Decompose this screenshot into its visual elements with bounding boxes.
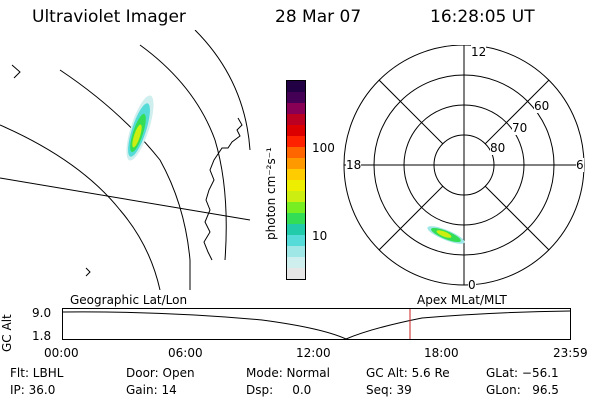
colorbar — [286, 80, 306, 280]
colorbar-segment — [287, 158, 305, 169]
colorbar-segment — [287, 136, 305, 147]
colorbar-segment — [287, 257, 305, 268]
aurora-spot-geo — [126, 95, 154, 161]
colorbar-tick-100: 100 — [312, 141, 335, 155]
colorbar-segment — [287, 246, 305, 257]
status-glat: GLat: −56.1 — [486, 366, 559, 380]
timeline-y-top: 9.0 — [32, 306, 52, 320]
timeline-left-title: Geographic Lat/Lon — [70, 293, 188, 307]
colorbar-segment — [287, 213, 305, 224]
colorbar-tick-10: 10 — [312, 229, 328, 243]
timeline-strip[interactable] — [62, 308, 572, 341]
colorbar-unit-label: photon cm⁻²s⁻¹ — [264, 147, 278, 240]
status-mode: Mode: Normal — [246, 366, 330, 380]
mlat-label-70: 70 — [512, 121, 528, 135]
aurora-spot-polar — [427, 226, 465, 244]
observation-time: 16:28:05 UT — [430, 7, 535, 27]
colorbar-segment — [287, 268, 305, 279]
timeline-tick-4: 23:59 — [553, 346, 588, 360]
mlt-label-12: 12 — [471, 45, 487, 59]
polar-plot — [343, 45, 585, 286]
observation-date: 28 Mar 07 — [275, 7, 362, 27]
mlt-label-18: 18 — [346, 158, 362, 172]
colorbar-segment — [287, 169, 305, 180]
colorbar-segment — [287, 103, 305, 114]
mlat-label-80: 80 — [490, 141, 506, 155]
status-glon: GLon: 96.5 — [486, 383, 559, 397]
status-ip: IP: 36.0 — [10, 383, 56, 397]
altitude-curve — [62, 310, 571, 340]
colorbar-segment — [287, 92, 305, 103]
colorbar-segment — [287, 235, 305, 246]
timeline-right-title: Apex MLat/MLT — [417, 293, 507, 307]
colorbar-segment — [287, 81, 305, 92]
colorbar-segment — [287, 147, 305, 158]
status-filter: Flt: LBHL — [10, 366, 64, 380]
status-gain: Gain: 14 — [126, 383, 177, 397]
timeline-tick-0: 00:00 — [44, 346, 79, 360]
timeline-y-label: GC Alt — [0, 314, 14, 352]
colorbar-segment — [287, 180, 305, 191]
mlat-label-60: 60 — [534, 99, 550, 113]
status-seq: Seq: 39 — [366, 383, 412, 397]
timeline-y-bottom: 1.8 — [32, 329, 52, 343]
colorbar-segment — [287, 125, 305, 136]
colorbar-segment — [287, 114, 305, 125]
geographic-map — [0, 30, 251, 290]
timeline-tick-2: 12:00 — [296, 346, 331, 360]
status-gc-alt: GC Alt: 5.6 Re — [366, 366, 450, 380]
status-door: Door: Open — [126, 366, 195, 380]
colorbar-segment — [287, 224, 305, 235]
colorbar-segment — [287, 202, 305, 213]
mlt-label-0: 0 — [468, 278, 476, 292]
instrument-title: Ultraviolet Imager — [32, 7, 186, 27]
timeline-tick-1: 06:00 — [168, 346, 203, 360]
status-dsp: Dsp: 0.0 — [246, 383, 312, 397]
colorbar-segment — [287, 191, 305, 202]
timeline-tick-3: 18:00 — [424, 346, 459, 360]
mlt-label-6: 6 — [576, 158, 584, 172]
